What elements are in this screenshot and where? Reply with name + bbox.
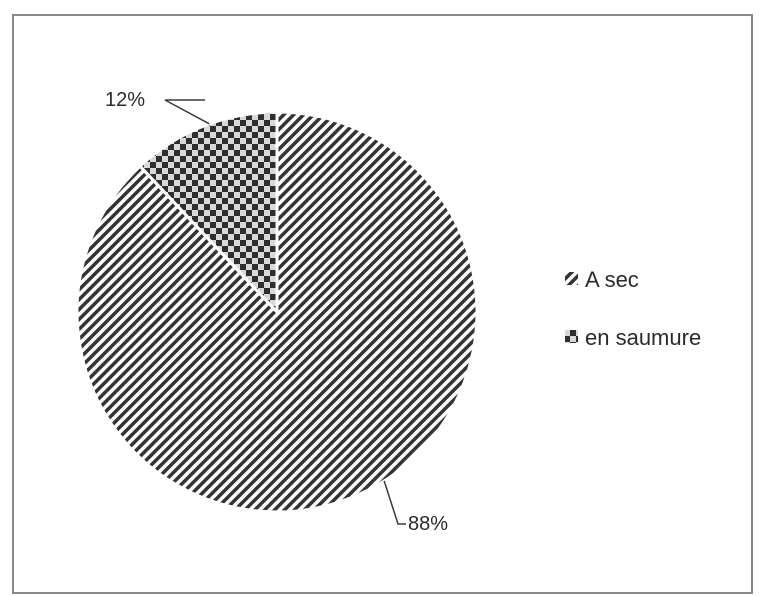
data-label-a-sec: 88% <box>408 513 448 535</box>
pie-slice-en-saumure <box>137 110 279 316</box>
pie-slice-a-sec <box>75 110 479 514</box>
legend-swatch-en-saumure <box>565 330 578 343</box>
data-label-en-saumure: 12% <box>105 89 145 111</box>
legend-label-a-sec: A sec <box>585 267 639 292</box>
legend-label-en-saumure: en saumure <box>585 325 701 350</box>
legend-swatch-a-sec <box>565 272 578 285</box>
leader-line-a-sec <box>383 480 406 525</box>
leader-line-en-saumure <box>164 99 210 125</box>
